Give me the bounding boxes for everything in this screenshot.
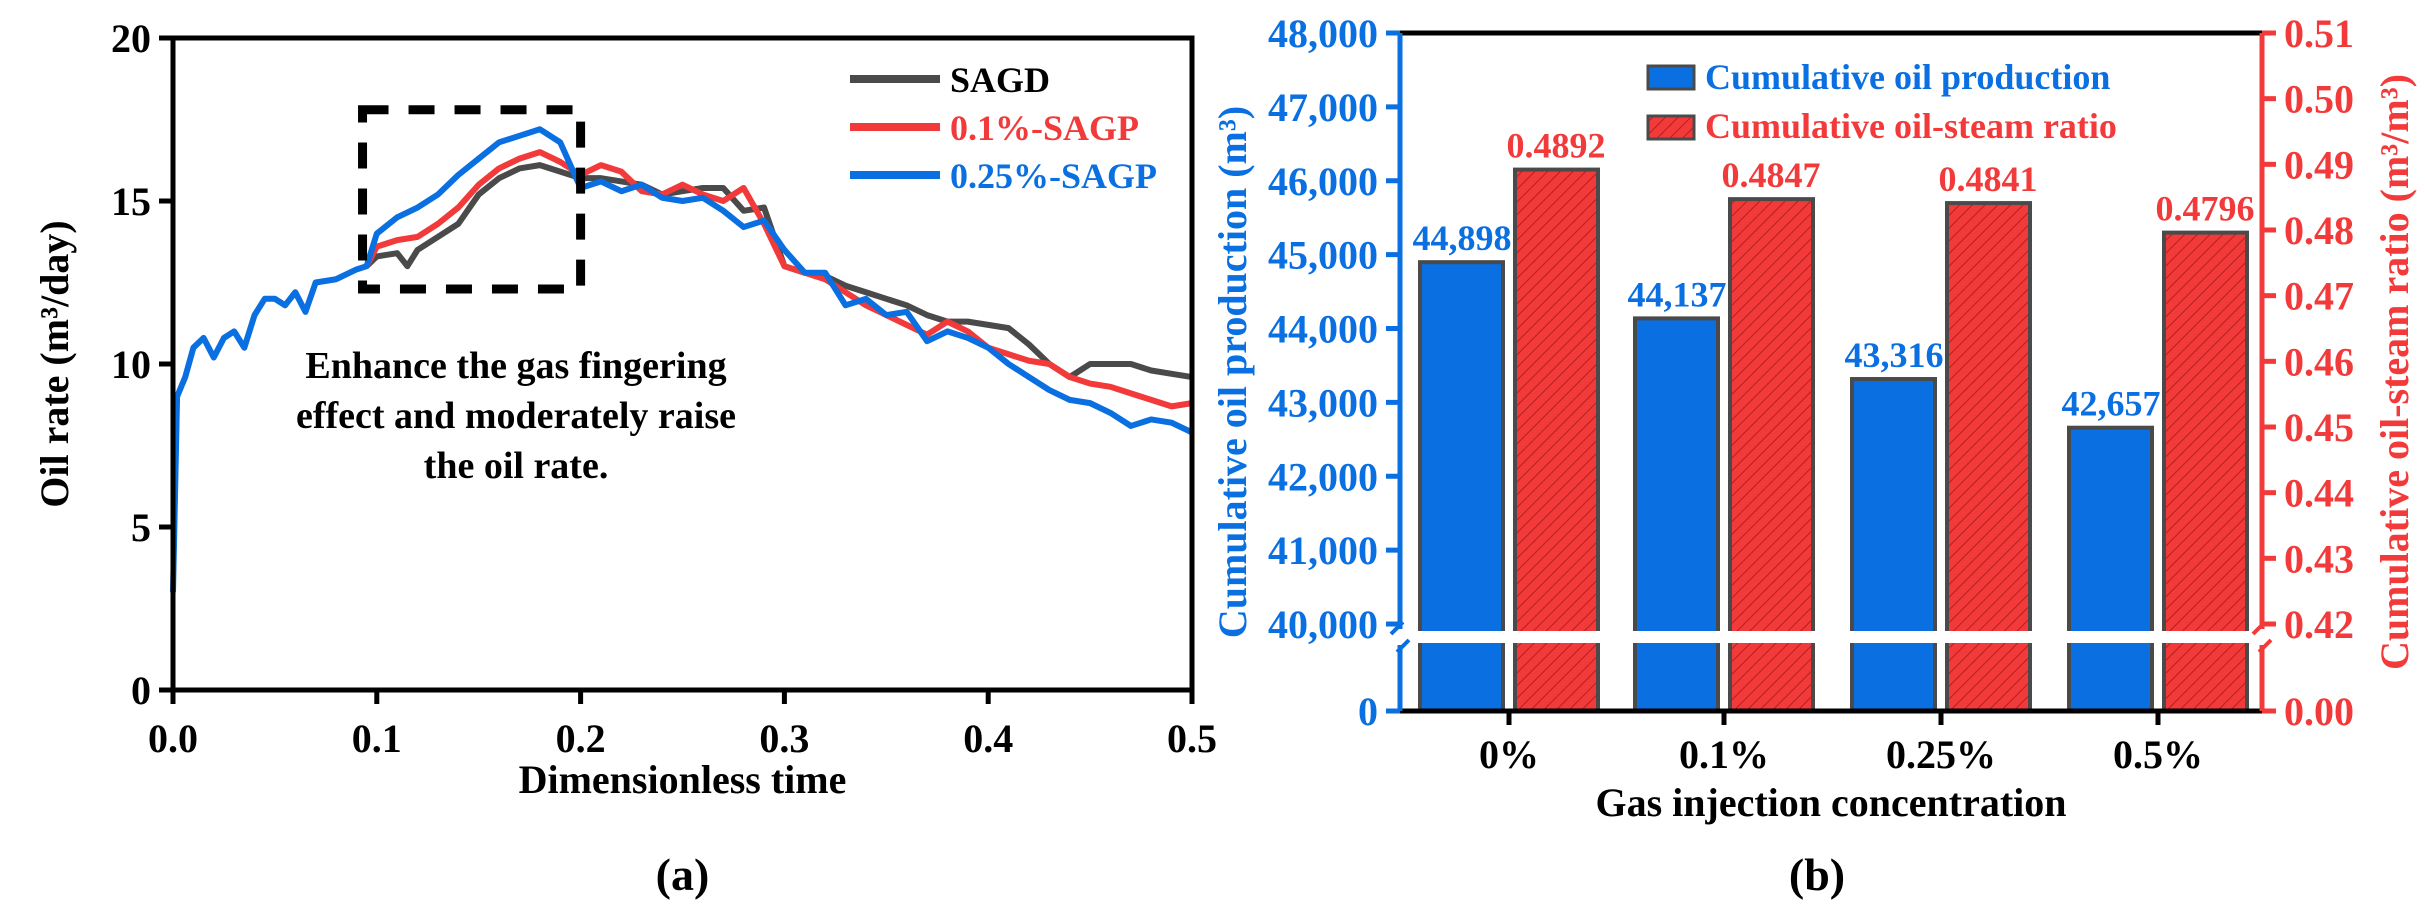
series-line-0-25-sagp — [170, 126, 1194, 593]
y-tick-label: 5 — [131, 505, 151, 550]
right-tick-label: 0.42 — [2284, 602, 2354, 647]
right-tick-label: 0.49 — [2284, 142, 2354, 187]
bar-oil-production — [1633, 316, 1720, 713]
panel-label: (a) — [656, 849, 710, 900]
bar-value-label: 0.4841 — [1939, 159, 2038, 199]
legend-label: Cumulative oil-steam ratio — [1705, 106, 2117, 146]
x-tick-label: 0.25% — [1886, 732, 1996, 777]
right-tick-label: 0.00 — [2284, 689, 2354, 734]
right-tick-label: 0.46 — [2284, 339, 2354, 384]
right-tick-label: 0.47 — [2284, 274, 2354, 319]
bar-oil-production — [1850, 377, 1937, 713]
bar-value-label: 43,316 — [1845, 335, 1944, 375]
axis-break-mark — [1389, 620, 1405, 636]
left-tick-label: 46,000 — [1268, 159, 1378, 204]
left-tick-label: 44,000 — [1268, 307, 1378, 352]
x-tick-label: 0.5 — [1167, 716, 1217, 761]
y-tick-label: 0 — [131, 668, 151, 713]
panel-label: (b) — [1789, 849, 1845, 900]
bar-value-label: 0.4847 — [1722, 155, 1821, 195]
left-tick-label: 45,000 — [1268, 233, 1378, 278]
legend-swatch-oil-production — [1646, 64, 1696, 91]
x-tick-label: 0.1 — [352, 716, 402, 761]
right-tick-label: 0.43 — [2284, 536, 2354, 581]
bar-oil-steam-ratio — [1513, 167, 1600, 713]
bar-value-label: 44,898 — [1413, 218, 1512, 258]
x-tick-label: 0.2 — [556, 716, 606, 761]
annotation-text: the oil rate. — [424, 445, 609, 487]
bar-oil-production — [2067, 425, 2154, 713]
right-axis-title: Cumulative oil-steam ratio (m³/m³) — [2372, 74, 2417, 670]
annotation-text: effect and moderately raise — [296, 395, 736, 437]
legend-label: 0.1%-SAGP — [950, 108, 1139, 148]
axis-break-mark — [1395, 638, 1411, 654]
y-tick-label: 10 — [111, 342, 151, 387]
bar-value-label: 0.4892 — [1507, 126, 1606, 166]
x-tick-label: 0.1% — [1679, 732, 1769, 777]
x-axis-title: Dimensionless time — [519, 757, 847, 802]
right-tick-label: 0.45 — [2284, 405, 2354, 450]
x-tick-label: 0.3 — [759, 716, 809, 761]
legend-swatch-oil-steam-ratio — [1646, 114, 1696, 141]
x-tick-label: 0% — [1479, 732, 1539, 777]
bar-value-label: 42,657 — [2062, 384, 2161, 424]
left-tick-label: 43,000 — [1268, 380, 1378, 425]
legend-label: SAGD — [950, 60, 1050, 100]
bar-value-label: 44,137 — [1628, 274, 1727, 314]
x-axis-title: Gas injection concentration — [1595, 780, 2066, 825]
panel-a-line-chart: 0.0 0.1 0.2 0.3 0.4 0.5 0 5 10 15 20 Dimensionless … — [32, 16, 1217, 900]
bar-value-label: 0.4796 — [2156, 189, 2255, 229]
legend-label: 0.25%-SAGP — [950, 156, 1157, 196]
x-tick-label: 0.0 — [148, 716, 198, 761]
axis-break-mark — [2257, 638, 2273, 654]
left-tick-label: 48,000 — [1268, 11, 1378, 56]
right-tick-label: 0.51 — [2284, 11, 2354, 56]
left-tick-label: 47,000 — [1268, 85, 1378, 130]
y-tick-label: 15 — [111, 179, 151, 224]
bar-oil-production — [1418, 260, 1505, 713]
bar-oil-steam-ratio — [1945, 201, 2032, 713]
left-tick-label: 40,000 — [1268, 602, 1378, 647]
series-line-0-1-sagp — [363, 149, 1193, 410]
left-axis-title: Cumulative oil production (m³) — [1210, 106, 1255, 638]
right-tick-label: 0.44 — [2284, 471, 2354, 516]
left-tick-label: 41,000 — [1268, 528, 1378, 573]
axis-break-band — [1394, 631, 2268, 643]
x-tick-label: 0.4 — [963, 716, 1013, 761]
left-tick-label: 42,000 — [1268, 454, 1378, 499]
legend-label: Cumulative oil production — [1705, 57, 2110, 97]
annotation-text: Enhance the gas fingering — [305, 345, 726, 387]
right-tick-label: 0.50 — [2284, 77, 2354, 122]
panel-b-bar-chart: 44,898 0.4892 0% 44,137 0.4847 0.1% 43,316 0.48… — [1210, 11, 2417, 900]
highlight-box — [358, 105, 586, 294]
y-tick-label: 20 — [111, 16, 151, 61]
right-tick-label: 0.48 — [2284, 208, 2354, 253]
x-tick-label: 0.5% — [2113, 732, 2203, 777]
left-tick-label: 0 — [1358, 689, 1378, 734]
y-axis-title: Oil rate (m³/day) — [32, 220, 77, 507]
